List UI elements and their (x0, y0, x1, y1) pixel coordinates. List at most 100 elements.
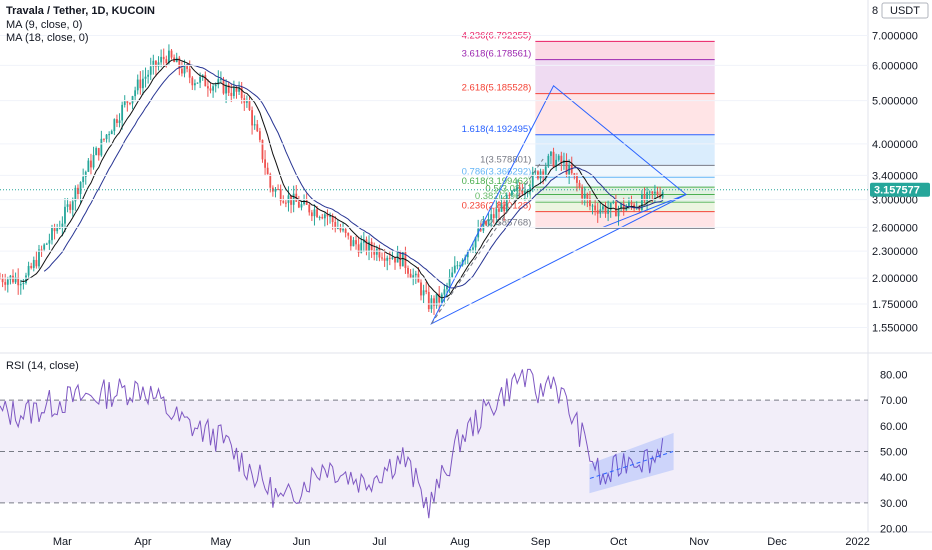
candle-body (469, 249, 472, 251)
candle-body (628, 202, 630, 207)
rsi-axis[interactable]: 80.00 70.00 60.00 50.00 40.00 30.00 20.00 (880, 370, 908, 536)
candle-body (116, 119, 118, 123)
time-tick-label: Mar (53, 536, 72, 548)
symbol-title[interactable]: Travala / Tether, 1D, KUCOIN (6, 5, 155, 17)
candle-body (266, 167, 269, 175)
candle-body (269, 174, 272, 188)
candle-body (331, 215, 334, 222)
candle-body (427, 291, 430, 310)
fib-zone (535, 93, 715, 135)
rsi-channel[interactable] (589, 432, 674, 494)
candle-body (308, 204, 311, 213)
fib-zone (535, 211, 715, 229)
rsi-legend[interactable]: RSI (14, close) (6, 360, 79, 372)
candle-body (238, 87, 240, 92)
candle-body (313, 209, 316, 217)
candle-body (240, 87, 243, 99)
candle-body (214, 84, 217, 87)
candle-body (105, 134, 108, 140)
candle-body (438, 293, 441, 303)
candle-body (77, 187, 79, 195)
candle-body (235, 87, 238, 92)
price-tick-label: 1.550000 (872, 323, 918, 335)
candle-body (378, 248, 381, 258)
last-price-label: 3.157577 (874, 185, 920, 197)
candle-body (391, 257, 394, 259)
candle-body (347, 232, 350, 236)
candle-body (206, 86, 209, 89)
time-tick-label: Apr (134, 536, 151, 548)
candle-body (22, 283, 25, 285)
candle-body (245, 100, 248, 103)
candle-body (209, 88, 212, 91)
fib-level-label: 0.382(2.96...) (475, 191, 532, 202)
candle-body (401, 252, 404, 267)
candle-body (17, 277, 20, 286)
fib-zone (535, 134, 715, 166)
candle-body (394, 257, 396, 263)
candle-body (581, 187, 584, 199)
candle-body (433, 298, 435, 306)
candle-body (352, 240, 355, 247)
ma18-legend[interactable]: MA (18, close, 0) (6, 32, 89, 44)
candle-body (251, 110, 253, 126)
candle-body (495, 209, 498, 219)
candle-body (274, 189, 277, 192)
currency-badge[interactable] (881, 2, 929, 19)
candle-body (409, 273, 412, 279)
candle-body (103, 138, 105, 140)
candle-body (609, 202, 612, 210)
candle-body (9, 275, 12, 280)
candle-body (521, 190, 524, 195)
candle-body (316, 209, 318, 218)
candle-body (513, 190, 516, 192)
candle-body (113, 119, 116, 132)
candle-body (329, 215, 331, 217)
fib-zone (535, 187, 715, 195)
candle-body (355, 240, 357, 245)
candle-body (56, 228, 59, 232)
candle-body (6, 279, 9, 285)
candle-body (388, 257, 391, 259)
rsi-tick-label: 60.00 (880, 421, 908, 433)
price-tick-label: 2.000000 (872, 273, 918, 285)
candle-body (230, 92, 233, 96)
candle-body (646, 192, 649, 201)
candle-body (32, 259, 35, 268)
time-tick-label: Sep (531, 536, 551, 548)
candle-body (144, 76, 147, 79)
candle-body (604, 206, 607, 214)
candle-body (349, 235, 352, 247)
candle-body (472, 247, 474, 250)
fib-zone (535, 165, 715, 178)
fib-level-label: 1.618(4.192495) (462, 124, 532, 135)
candle-body (126, 101, 129, 103)
candle-body (596, 210, 599, 214)
candle-body (27, 265, 30, 276)
candle-body (336, 227, 339, 229)
candle-body (136, 79, 139, 91)
candle-body (370, 241, 373, 251)
candle-body (602, 206, 604, 210)
candle-body (1, 278, 4, 283)
fib-level-label: 2.618(5.185528) (462, 83, 532, 94)
time-tick-label: Aug (450, 536, 470, 548)
candle-body (305, 200, 308, 205)
fib-level-label: 0(2.585768) (480, 217, 531, 228)
candle-body (66, 204, 69, 207)
price-axis[interactable]: 7.000000 6.000000 5.000000 4.000000 3.400000… (0, 31, 918, 335)
candle-body (511, 190, 513, 196)
price-tick-label: 2.600000 (872, 222, 918, 234)
candle-body (589, 198, 591, 207)
candle-body (282, 201, 285, 203)
candle-body (643, 194, 646, 201)
candle-body (544, 166, 547, 175)
candle-body (446, 285, 448, 290)
candle-body (362, 239, 365, 243)
candle-body (253, 124, 256, 126)
ma9-legend[interactable]: MA (9, close, 0) (6, 19, 82, 31)
time-axis[interactable]: Mar Apr May Jun Jul Aug Sep Oct Nov Dec 2022 (53, 536, 870, 548)
candle-body (552, 151, 555, 167)
candle-body (264, 159, 266, 168)
